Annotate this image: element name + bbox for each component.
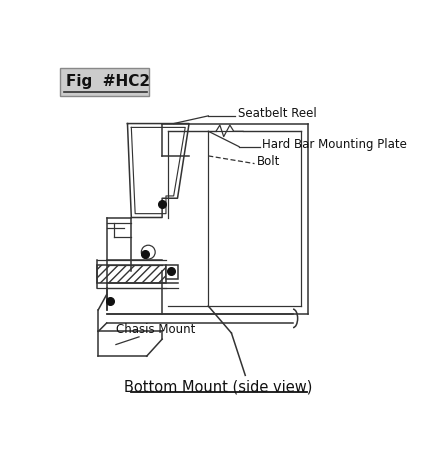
Text: Chasis Mount: Chasis Mount [116, 323, 195, 336]
Text: Bottom Mount (side view): Bottom Mount (side view) [124, 379, 313, 394]
Text: Seatbelt Reel: Seatbelt Reel [238, 107, 317, 120]
Text: Fig  #HC2: Fig #HC2 [66, 74, 150, 89]
Text: Bolt: Bolt [257, 155, 280, 168]
Circle shape [141, 245, 155, 259]
FancyBboxPatch shape [60, 68, 149, 96]
Bar [97, 265, 166, 283]
Bar [166, 265, 178, 279]
Text: Hard Bar Mounting Plate: Hard Bar Mounting Plate [262, 138, 407, 151]
